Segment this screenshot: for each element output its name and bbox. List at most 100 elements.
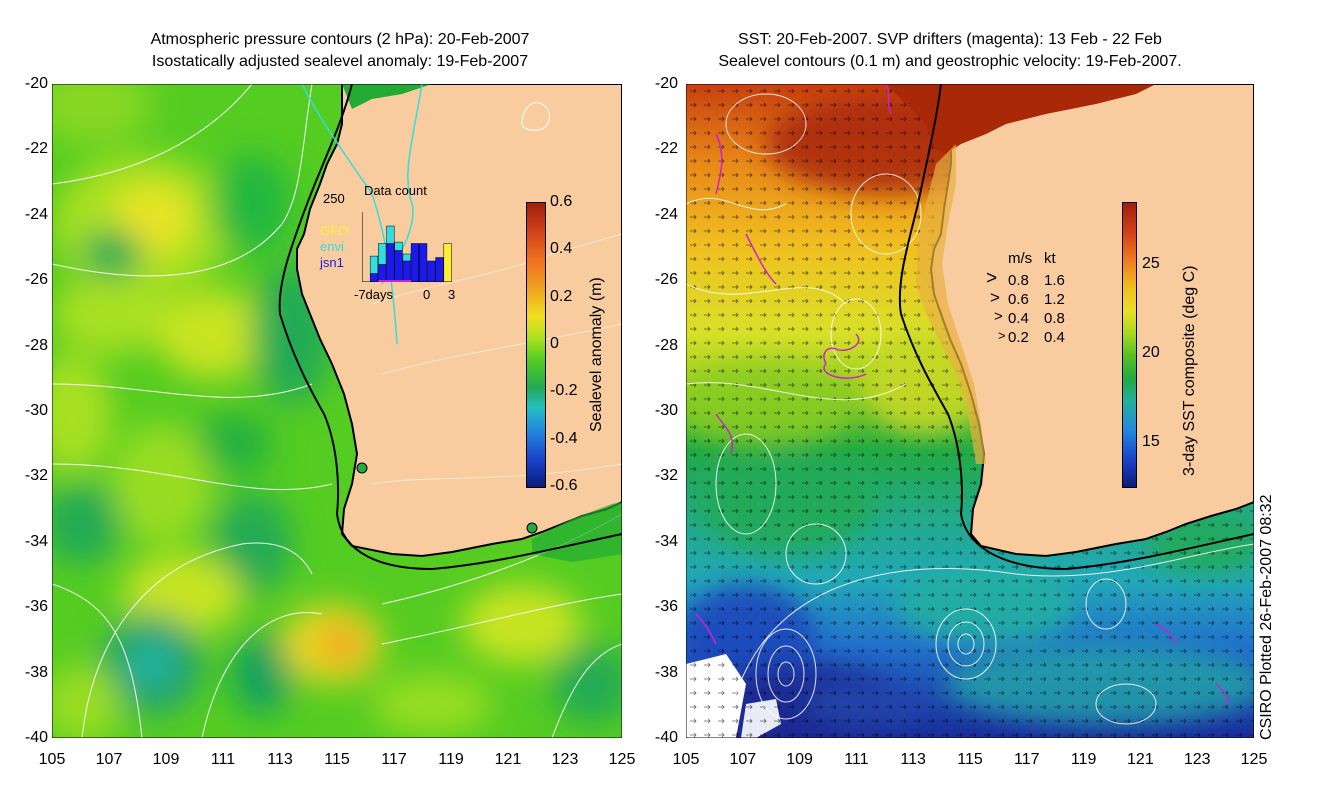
right-y-tick: -38 (654, 663, 678, 681)
right-y-tick: -22 (654, 140, 678, 158)
velocity-scale-arrow: > (998, 328, 1006, 343)
sealevel-colorbar-label: Sealevel anomaly (m) (588, 277, 605, 432)
sst-colorbar-tick: 20 (1142, 343, 1160, 361)
sealevel-colorbar-tick: 0.2 (550, 287, 573, 305)
left-x-tick: 109 (152, 751, 180, 768)
left-y-tick: -36 (24, 598, 48, 616)
data-count-max: 250 (323, 191, 345, 206)
right-x-tick: 121 (1127, 751, 1154, 768)
right-x-tick: 109 (786, 751, 813, 768)
data-count-bar-envi (378, 243, 387, 265)
right-y-tick: -26 (654, 271, 678, 289)
sealevel-colorbar-tick: 0.4 (550, 240, 573, 258)
left-y-tick: -26 (24, 271, 48, 289)
left-title-line2: Isostatically adjusted sealevel anomaly:… (151, 53, 529, 70)
sealevel-colorbar-tick: 0.6 (550, 193, 573, 210)
right-y-tick: -34 (654, 532, 678, 550)
sealevel-colorbar-tick: -0.6 (550, 477, 578, 494)
right-title-line1: SST: 20-Feb-2007. SVP drifters (magenta)… (738, 31, 1162, 48)
data-count-bar-jsn1 (419, 243, 428, 282)
left-x-tick: 111 (210, 751, 236, 768)
pressure-contours (51, 83, 623, 739)
velocity-ms-value: 0.6 (1008, 291, 1029, 308)
right-x-tick: 117 (1014, 751, 1040, 768)
left-x-tick: 119 (438, 751, 464, 768)
sst-colorbar-tick: 25 (1142, 255, 1160, 273)
right-x-tick: 107 (729, 751, 757, 768)
svp-drifter-tracks (695, 83, 1229, 705)
velocity-kt-value: 0.4 (1044, 329, 1065, 346)
left-y-tick: -40 (24, 729, 48, 746)
left-y-tick: -38 (24, 663, 48, 681)
legend-jsn1: jsn1 (320, 255, 344, 270)
satellite-track (301, 83, 398, 345)
data-count-bar-jsn1 (369, 273, 379, 282)
inset-x-mid: 0 (423, 287, 431, 302)
tide-gauge-marker (526, 522, 538, 534)
left-x-tick: 113 (267, 751, 293, 768)
right-y-tick: -36 (654, 598, 678, 616)
left-x-tick: 115 (324, 751, 350, 768)
data-count-bar-envi (369, 255, 379, 274)
data-count-bars (362, 212, 452, 282)
left-x-tick: 121 (494, 751, 522, 768)
velocity-kt-value: 1.6 (1044, 272, 1065, 289)
right-y-tick: -20 (654, 75, 678, 92)
sst-colorbar (1122, 202, 1137, 488)
sst-colorbar-label: 3-day SST composite (deg C) (1181, 265, 1198, 476)
data-count-bar-jsn1 (394, 250, 403, 282)
land-contour (521, 102, 550, 131)
sealevel-colorbar-tick: 0 (550, 335, 559, 352)
velocity-header-kt: kt (1044, 250, 1056, 267)
left-x-tick: 107 (95, 751, 123, 768)
left-x-tick: 117 (381, 751, 407, 768)
shelf-contour (278, 83, 623, 571)
sst-colorbar-tick: 15 (1142, 432, 1160, 450)
velocity-scale-arrow: > (986, 268, 998, 289)
left-x-tick: 125 (608, 751, 636, 768)
inset-x-right: 3 (448, 287, 456, 302)
velocity-ms-value: 0.8 (1008, 272, 1029, 289)
data-count-bar-jsn1 (410, 243, 420, 282)
left-y-tick: -24 (24, 205, 48, 223)
right-x-tick: 115 (957, 751, 983, 768)
data-count-bar-jsn1 (378, 264, 387, 282)
sealevel-colorbar-tick: -0.4 (550, 429, 578, 447)
data-count-bar-jsn1 (402, 260, 411, 282)
velocity-kt-value: 0.8 (1044, 310, 1065, 327)
right-y-tick: -30 (654, 402, 678, 419)
right-x-tick: 119 (1070, 751, 1097, 768)
data-count-bar-jsn1 (386, 243, 395, 282)
left-x-tick: 105 (38, 751, 66, 768)
velocity-legend: m/s kt >0.8 1.6 >0.6 1.2 >0.4 0.8 >0.2 0.4 (984, 250, 1104, 360)
right-x-tick: 113 (900, 751, 926, 768)
velocity-scale-arrow: > (990, 288, 1000, 307)
sst-map (676, 83, 1266, 744)
data-count-inset: 250 Data count GFO envi jsn1 -7days 0 3 (318, 182, 468, 302)
shelf-contour-right (898, 83, 1255, 571)
inset-date-marker (378, 280, 412, 282)
velocity-ms-value: 0.2 (1008, 329, 1029, 346)
data-count-bar-gfo (443, 243, 452, 282)
plot-footer: CSIRO Plotted 26-Feb-2007 08:32 (1258, 494, 1275, 740)
data-count-bar-envi (402, 253, 411, 262)
velocity-kt-value: 1.2 (1044, 291, 1065, 308)
sealevel-contours (685, 93, 1255, 739)
right-x-tick: 125 (1240, 751, 1268, 768)
left-title-line1: Atmospheric pressure contours (2 hPa): 2… (150, 31, 530, 48)
left-x-tick: 123 (551, 751, 579, 768)
right-title-line2: Sealevel contours (0.1 m) and geostrophi… (718, 53, 1182, 70)
legend-gfo: GFO (320, 223, 349, 238)
north-shelf (342, 84, 432, 109)
tide-gauge-marker (356, 462, 368, 474)
legend-envi: envi (320, 239, 344, 254)
left-y-tick: -20 (24, 75, 48, 92)
left-y-tick: -34 (24, 532, 48, 550)
velocity-header-ms: m/s (1008, 250, 1033, 267)
right-x-tick: 105 (672, 751, 700, 768)
right-y-tick: -32 (654, 467, 678, 485)
right-y-tick: -40 (654, 729, 678, 746)
velocity-ms-value: 0.4 (1008, 310, 1029, 327)
sealevel-colorbar-tick: -0.2 (550, 382, 578, 400)
left-y-tick: -30 (24, 402, 48, 419)
